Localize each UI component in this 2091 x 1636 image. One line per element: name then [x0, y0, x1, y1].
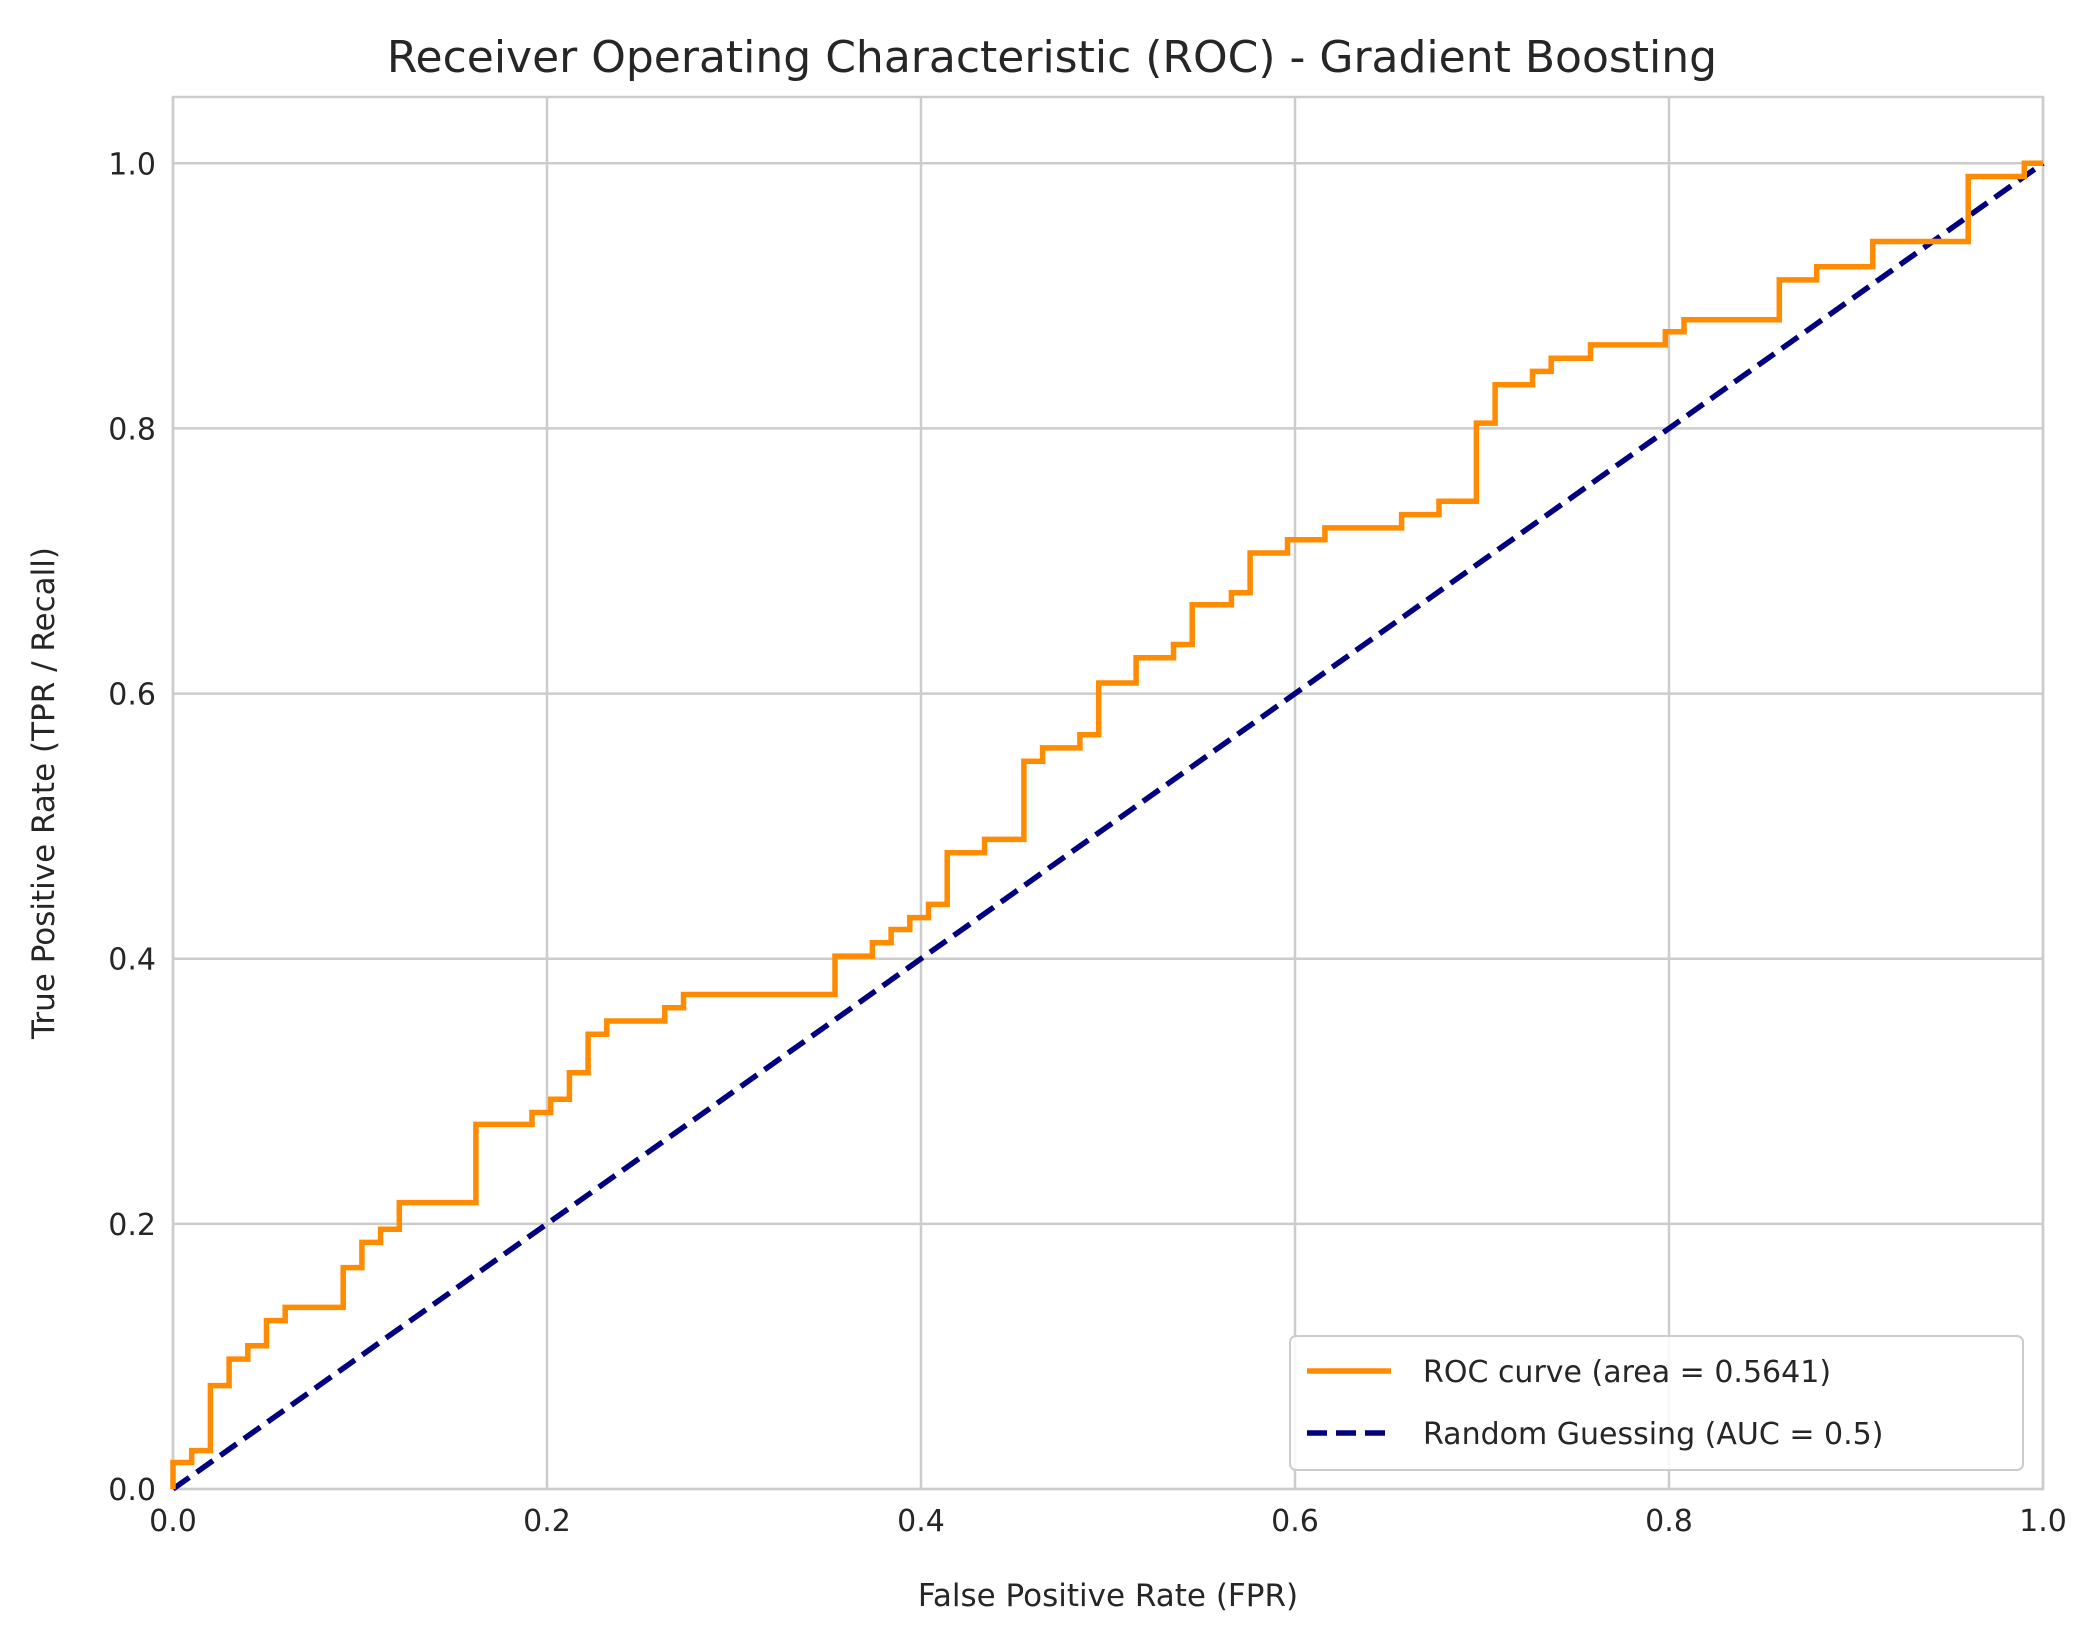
- x-tick-label: 0.6: [1271, 1504, 1319, 1539]
- legend: ROC curve (area = 0.5641) Random Guessin…: [1289, 1335, 2024, 1471]
- x-tick-label: 0.8: [1645, 1504, 1693, 1539]
- y-tick-label: 0.4: [108, 943, 156, 978]
- legend-roc-label: ROC curve (area = 0.5641): [1423, 1355, 1831, 1390]
- y-tick-label: 0.6: [108, 678, 156, 713]
- x-axis-label: False Positive Rate (FPR): [918, 1578, 1298, 1614]
- y-tick-label: 1.0: [108, 147, 156, 182]
- grid: [171, 97, 2045, 1491]
- x-tick-label: 0.4: [897, 1504, 945, 1539]
- x-tick-label: 1.0: [2019, 1504, 2067, 1539]
- y-tick-label: 0.2: [108, 1208, 156, 1243]
- x-tick-label: 0.2: [523, 1504, 571, 1539]
- roc-curve-line: [170, 160, 2043, 1489]
- y-axis-label: True Positive Rate (TPR / Recall): [26, 547, 62, 1040]
- y-tick-label: 0.8: [108, 412, 156, 447]
- tick-labels: 0.0 0.2 0.4 0.6 0.8 1.0 0.0 0.2 0.4 0.6 0.8 1.0: [108, 147, 2067, 1539]
- series-layer: [170, 160, 2045, 1492]
- random-guessing-line: [171, 161, 2045, 1492]
- legend-random-label: Random Guessing (AUC = 0.5): [1423, 1417, 1883, 1452]
- legend-box: [1289, 1335, 2024, 1471]
- chart-title: Receiver Operating Characteristic (ROC) …: [387, 32, 1717, 83]
- x-tick-label: 0.0: [149, 1504, 197, 1539]
- y-tick-label: 0.0: [108, 1473, 156, 1508]
- plot-frame: [171, 95, 2045, 1491]
